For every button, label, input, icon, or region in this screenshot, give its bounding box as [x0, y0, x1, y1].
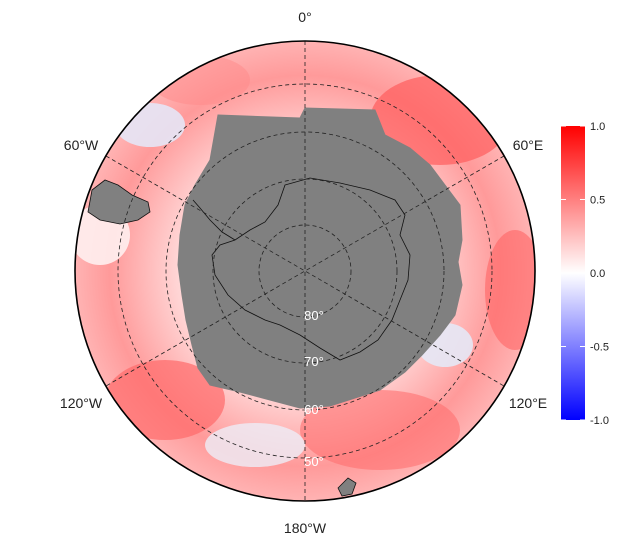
- lat-label-80: 80°: [304, 308, 324, 323]
- peninsula-coastline: [192, 199, 236, 241]
- lat-label-70: 70°: [304, 354, 324, 369]
- lon-label-60e: 60°E: [513, 137, 544, 153]
- colorbar-tick-neg-1: -1.0: [590, 415, 609, 427]
- new-zealand-land: [337, 477, 357, 497]
- map-boundary: [74, 40, 536, 502]
- lon-label-60w: 60°W: [64, 137, 99, 153]
- graticule: [105, 41, 505, 501]
- lon-label-120e: 120°E: [509, 395, 547, 411]
- lon-label-180w: 180°W: [284, 520, 327, 536]
- colorbar-tick-1: 1.0: [590, 121, 605, 133]
- colorbar-tick-0-5: 0.5: [590, 195, 605, 207]
- lat-label-60: 60°: [304, 402, 324, 417]
- lon-label-0: 0°: [298, 9, 311, 25]
- coastline: [211, 177, 411, 361]
- lon-label-120w: 120°W: [60, 395, 103, 411]
- antarctica-land: [177, 107, 463, 409]
- lat-label-50: 50°: [304, 454, 324, 469]
- colorbar: 1.0 0.5 0.0 -0.5 -1.0: [561, 121, 609, 427]
- colorbar-tick-neg-0-5: -0.5: [590, 342, 609, 354]
- colorbar-tick-0: 0.0: [590, 268, 605, 280]
- south-america-land: [87, 179, 151, 225]
